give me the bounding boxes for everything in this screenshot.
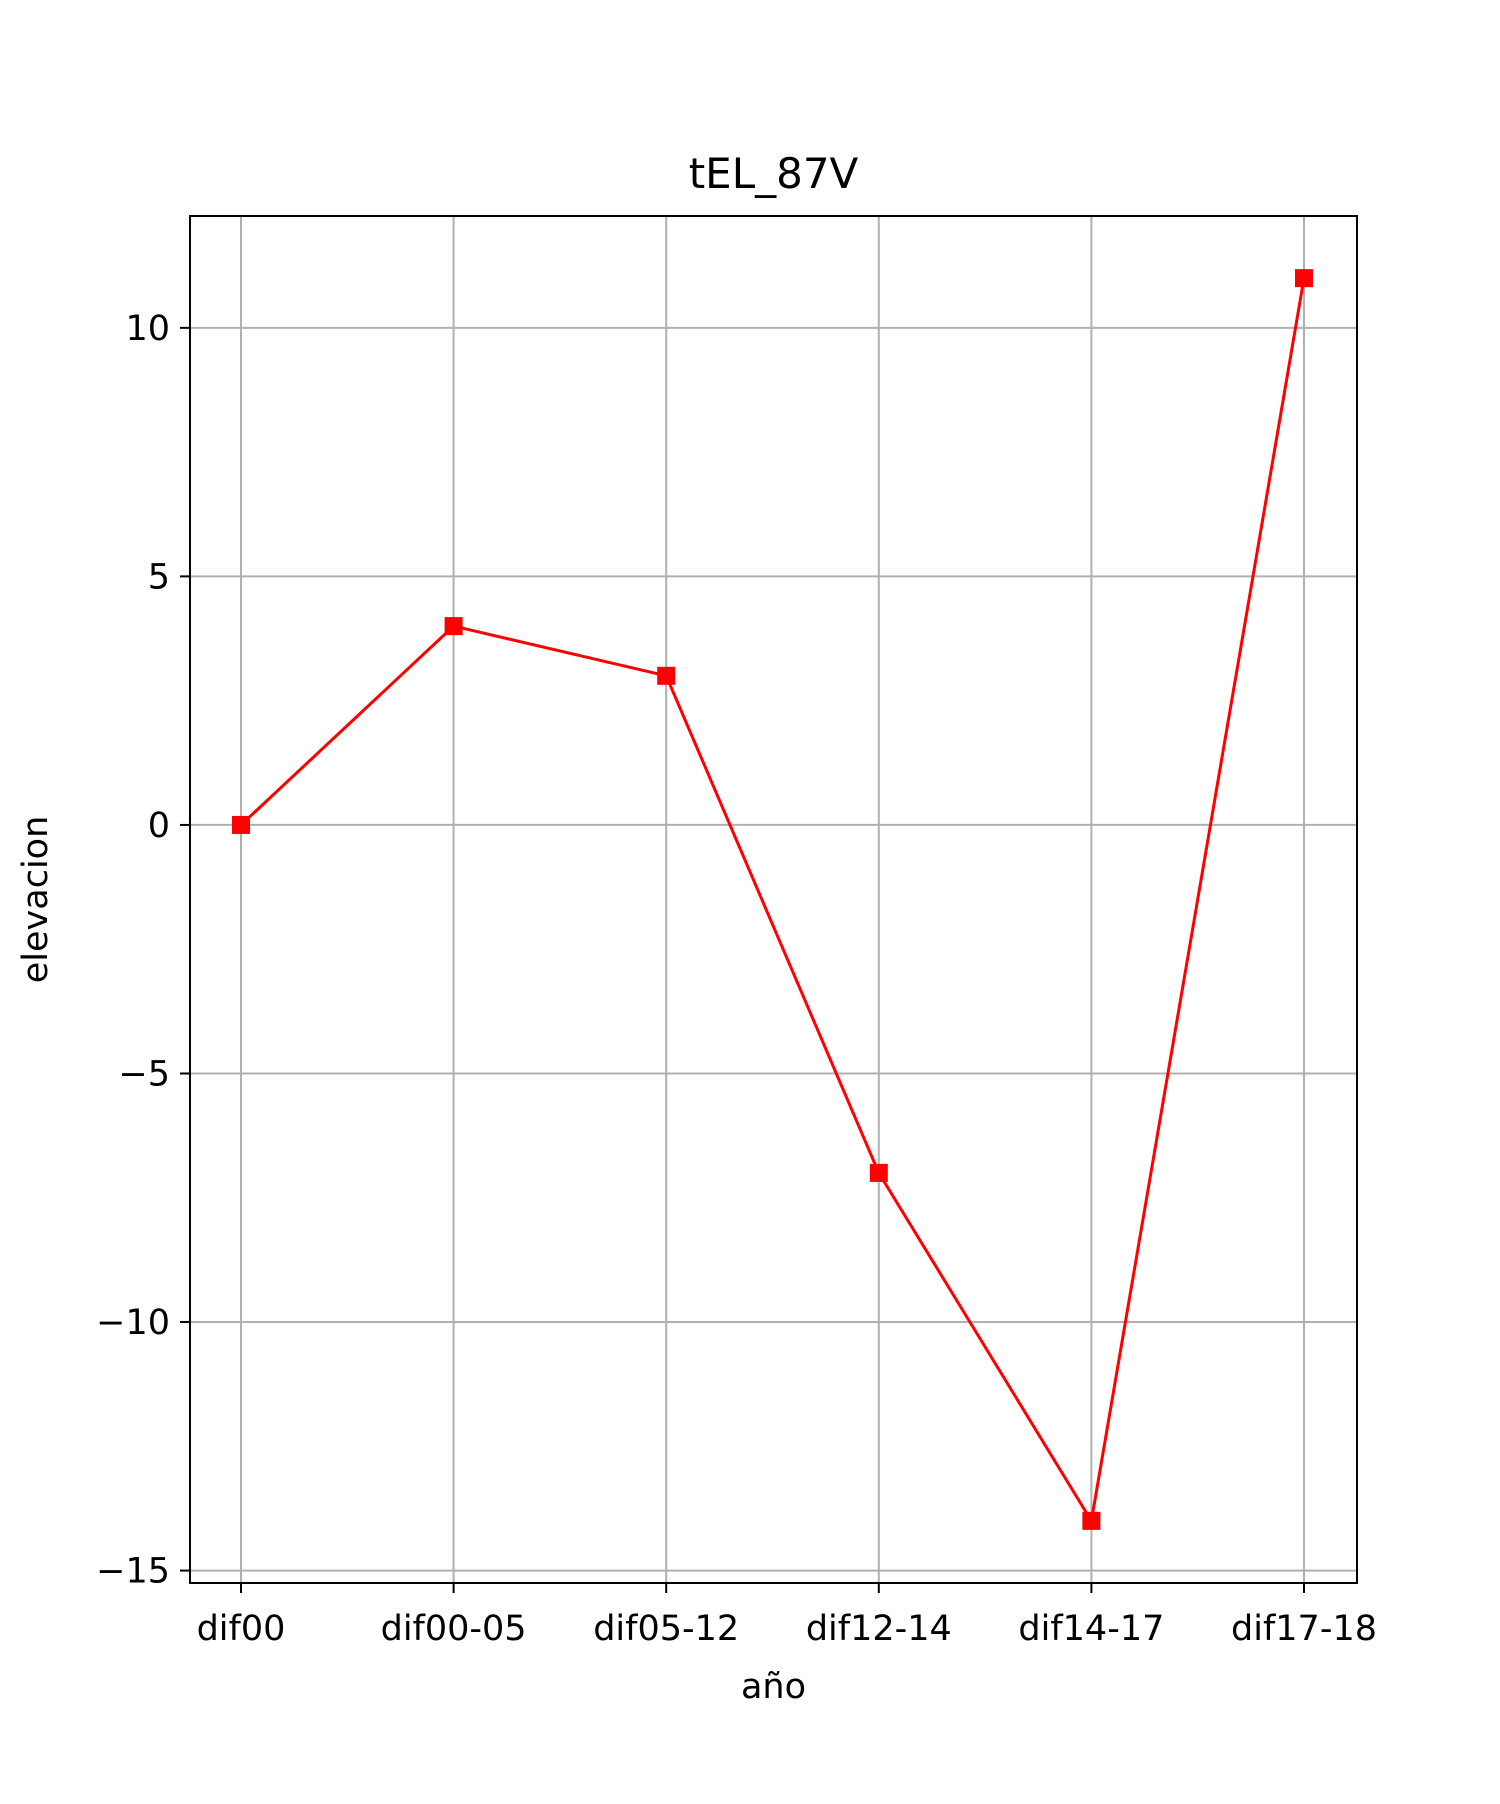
- series: [232, 269, 1313, 1530]
- data-point: [1082, 1511, 1101, 1530]
- data-point: [1295, 269, 1313, 288]
- y-tick-label: 10: [125, 309, 170, 349]
- grid: [190, 216, 1357, 1583]
- data-point: [869, 1163, 888, 1182]
- x-tick-label: dif14-17: [1018, 1609, 1164, 1649]
- data-point: [657, 666, 676, 685]
- x-tick-label: dif17-18: [1231, 1609, 1377, 1649]
- ticks: dif00 dif00-05 dif05-12 dif12-14 dif14-17 dif…: [96, 309, 1377, 1649]
- y-tick-label: −15: [96, 1552, 170, 1592]
- chart-title: tEL_87V: [689, 149, 859, 198]
- y-tick-label: −10: [96, 1303, 170, 1343]
- y-tick-label: 0: [148, 806, 170, 846]
- data-point: [444, 617, 463, 636]
- series-line: [239, 277, 1306, 1526]
- x-tick-label: dif00: [197, 1609, 286, 1649]
- x-tick-label: dif05-12: [593, 1609, 739, 1649]
- data-point: [232, 815, 250, 834]
- plot-frame: [189, 215, 1358, 1584]
- x-tick-label: dif00-05: [381, 1609, 527, 1649]
- x-axis-label: año: [741, 1667, 806, 1707]
- y-tick-label: 5: [148, 557, 170, 597]
- y-axis-label: elevacion: [16, 816, 56, 984]
- y-tick-label: −5: [118, 1054, 170, 1094]
- x-tick-label: dif12-14: [806, 1609, 952, 1649]
